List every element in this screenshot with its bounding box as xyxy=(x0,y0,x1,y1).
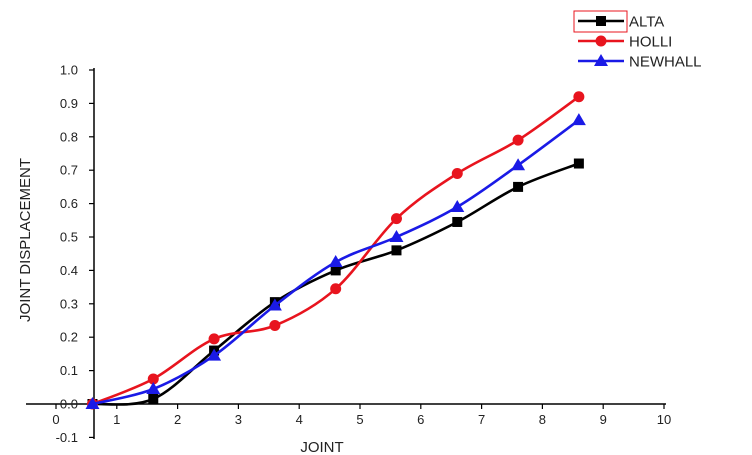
x-axis-title: JOINT xyxy=(300,439,343,455)
data-point-alta xyxy=(513,181,524,192)
data-point-holli xyxy=(512,134,524,146)
y-tick-label: 0.0 xyxy=(60,397,78,412)
legend: ALTA HOLLI NEWHALL xyxy=(573,10,702,71)
data-point-holli xyxy=(147,373,159,385)
x-tick-label: 6 xyxy=(417,412,424,427)
x-tick-label: 0 xyxy=(52,412,59,427)
data-point-alta xyxy=(573,158,584,169)
legend-entry-alta: ALTA xyxy=(578,14,664,31)
data-point-alta xyxy=(391,245,402,256)
series-line-holli xyxy=(91,95,580,406)
y-tick-label: 0.1 xyxy=(60,363,78,378)
y-tick-label: 0.9 xyxy=(60,96,78,111)
data-point-newhall xyxy=(511,158,526,171)
data-point-newhall xyxy=(450,199,465,212)
legend-label-newhall: NEWHALL xyxy=(629,54,702,71)
legend-label-alta: ALTA xyxy=(629,14,664,31)
data-point-holli xyxy=(390,213,402,225)
data-point-alta xyxy=(330,265,341,276)
data-point-newhall xyxy=(328,255,343,268)
data-point-holli xyxy=(208,333,220,345)
data-point-newhall xyxy=(571,113,586,126)
y-tick-label: 1.0 xyxy=(60,63,78,78)
series-newhall xyxy=(85,113,586,409)
data-point-newhall xyxy=(207,348,222,361)
legend-marker-newhall xyxy=(594,54,608,66)
x-tick-label: 5 xyxy=(356,412,363,427)
y-tick-label: 0.4 xyxy=(60,263,78,278)
y-tick-label: -0.1 xyxy=(56,430,78,445)
y-axis-title: JOINT DISPLACEMENT xyxy=(17,158,34,322)
x-tick-label: 7 xyxy=(478,412,485,427)
data-point-holli xyxy=(269,320,281,332)
data-point-holli xyxy=(451,168,463,180)
x-tick-label: 4 xyxy=(296,412,303,427)
y-tick-label: 0.5 xyxy=(60,230,78,245)
series-holli xyxy=(86,91,585,410)
data-point-newhall xyxy=(85,397,100,409)
data-point-newhall xyxy=(146,381,161,394)
y-tick-label: 0.3 xyxy=(60,296,78,311)
x-tick-label: 1 xyxy=(113,412,120,427)
legend-label-holli: HOLLI xyxy=(629,34,672,51)
data-point-holli xyxy=(330,283,342,295)
x-tick-label: 8 xyxy=(539,412,546,427)
x-tick-label: 3 xyxy=(235,412,242,427)
y-tick-label: 0.7 xyxy=(60,163,78,178)
legend-highlight-box xyxy=(573,10,628,33)
axes: -0.1 0.0 0.1 0.2 0.3 0.4 0.5 0.6 0.7 0.8 0.9 1.0 0 1 2… xyxy=(26,63,671,445)
x-tick-label: 2 xyxy=(174,412,181,427)
x-tick-label: 9 xyxy=(600,412,607,427)
data-point-alta xyxy=(452,216,463,227)
data-point-holli xyxy=(573,91,585,103)
x-tick-label: 10 xyxy=(657,412,671,427)
data-point-newhall xyxy=(389,230,404,242)
data-point-alta xyxy=(148,393,159,404)
legend-marker-alta xyxy=(596,16,606,26)
y-tick-label: 0.2 xyxy=(60,330,78,345)
legend-marker-holli xyxy=(595,35,607,47)
legend-entry-holli: HOLLI xyxy=(578,34,672,51)
legend-entry-newhall: NEWHALL xyxy=(578,54,702,71)
series-layer xyxy=(85,91,586,410)
y-tick-label: 0.8 xyxy=(60,129,78,144)
data-point-newhall xyxy=(267,298,282,311)
y-tick-label: 0.6 xyxy=(60,196,78,211)
